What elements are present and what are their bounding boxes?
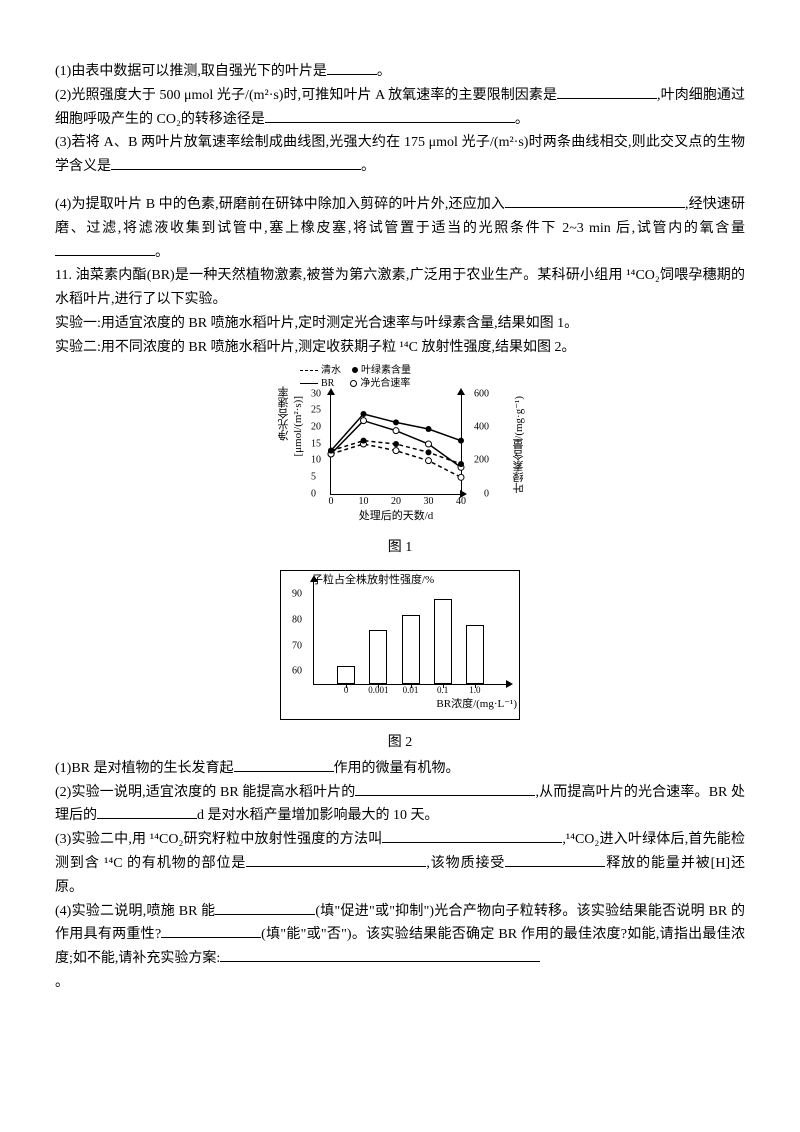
q1-3: (3)若将 A、B 两叶片放氧速率绘制成曲线图,光强大约在 175 μmol 光…: [55, 131, 745, 179]
blank: [355, 781, 535, 796]
y-left-label: 净光合速率: [278, 386, 290, 441]
blank: [265, 108, 515, 123]
text: 。: [515, 112, 529, 127]
q11-1: (1)BR 是对植物的生长发育起 作用的微量有机物。: [55, 757, 745, 781]
blank: [557, 84, 657, 99]
blank: [97, 804, 197, 819]
q11-3: (3)实验二中,用 ¹⁴CO₂研究籽粒中放射性强度的方法叫,¹⁴CO₂进入叶绿体…: [55, 828, 745, 899]
text: d 是对水稻产量增加影响最大的 10 天。: [197, 808, 439, 823]
blank: [382, 828, 562, 843]
q11-exp2: 实验二:用不同浓度的 BR 喷施水稻叶片,测定收获期子粒 ¹⁴C 放射性强度,结…: [55, 336, 745, 360]
q11-2: (2)实验一说明,适宜浓度的 BR 能提高水稻叶片的,从而提高叶片的光合速率。B…: [55, 781, 745, 829]
text: (4)为提取叶片 B 中的色素,研磨前在研钵中除加入剪碎的叶片外,还应加入: [55, 197, 505, 212]
text: ,该物质接受: [426, 856, 505, 871]
blank: [246, 852, 426, 867]
blank: [161, 923, 261, 938]
text: (2)实验一说明,适宜浓度的 BR 能提高水稻叶片的: [55, 785, 355, 800]
blank: [234, 757, 334, 772]
blank: [215, 900, 315, 915]
text: (1)BR 是对植物的生长发育起: [55, 761, 234, 776]
legend-text: 清水: [321, 364, 341, 377]
text: (3)实验二中,用 ¹⁴CO₂研究籽粒中放射性强度的方法叫: [55, 832, 382, 847]
chart-1-svg: [331, 394, 461, 494]
y-right-label: 叶绿素含量/(mg·g⁻¹): [513, 396, 525, 494]
blank: [55, 241, 155, 256]
q1-4: (4)为提取叶片 B 中的色素,研磨前在研钵中除加入剪碎的叶片外,还应加入,经快…: [55, 193, 745, 264]
chart-1: 净光合速率 [μmol/(m²·s)] 叶绿素含量/(mg·g⁻¹) 清水 叶绿…: [280, 366, 520, 526]
blank: [505, 852, 605, 867]
q1-1: (1)由表中数据可以推测,取自强光下的叶片是 。: [55, 60, 745, 84]
q1-2: (2)光照强度大于 500 μmol 光子/(m²·s)时,可推知叶片 A 放氧…: [55, 84, 745, 132]
chart-1-plot: 0510152025300200400600010203040处理后的天数/d: [330, 394, 461, 495]
text: 。: [155, 245, 169, 260]
page: (1)由表中数据可以推测,取自强光下的叶片是。 (2)光照强度大于 500 μm…: [0, 0, 800, 1035]
text: 作用的微量有机物。: [334, 761, 460, 776]
figure-2: 子粒占全株放射性强度/% BR浓度/(mg·L⁻¹) 6070809000.00…: [55, 566, 745, 755]
chart-2-plot: 子粒占全株放射性强度/% BR浓度/(mg·L⁻¹) 6070809000.00…: [313, 581, 507, 685]
spacer: [55, 179, 745, 193]
legend-text: 叶绿素含量: [361, 364, 411, 377]
figure-1-caption: 图 1: [55, 536, 745, 560]
figure-2-caption: 图 2: [55, 731, 745, 755]
legend-text: 净光合速率: [360, 377, 410, 390]
y-left-unit: [μmol/(m²·s)]: [292, 396, 304, 457]
q11-4-end: 。: [55, 971, 745, 995]
blank: [327, 60, 377, 75]
q11-intro: 11. 油菜素内酯(BR)是一种天然植物激素,被誉为第六激素,广泛用于农业生产。…: [55, 264, 745, 312]
text: (4)实验二说明,喷施 BR 能: [55, 904, 215, 919]
text: (1)由表中数据可以推测,取自强光下的叶片是: [55, 64, 327, 79]
chart-2: 子粒占全株放射性强度/% BR浓度/(mg·L⁻¹) 6070809000.00…: [280, 570, 520, 720]
blank: [111, 155, 361, 170]
chart-2-xlabel: BR浓度/(mg·L⁻¹): [436, 695, 517, 714]
figure-1: 净光合速率 [μmol/(m²·s)] 叶绿素含量/(mg·g⁻¹) 清水 叶绿…: [55, 366, 745, 561]
blank: [220, 947, 540, 962]
text: 。: [361, 159, 375, 174]
chart-2-ylabel: 子粒占全株放射性强度/%: [312, 571, 434, 590]
q11-4: (4)实验二说明,喷施 BR 能(填"促进"或"抑制")光合产物向子粒转移。该实…: [55, 900, 745, 971]
text: (2)光照强度大于 500 μmol 光子/(m²·s)时,可推知叶片 A 放氧…: [55, 88, 557, 103]
text: 。: [377, 64, 391, 79]
q11-exp1: 实验一:用适宜浓度的 BR 喷施水稻叶片,定时测定光合速率与叶绿素含量,结果如图…: [55, 312, 745, 336]
blank: [505, 193, 685, 208]
